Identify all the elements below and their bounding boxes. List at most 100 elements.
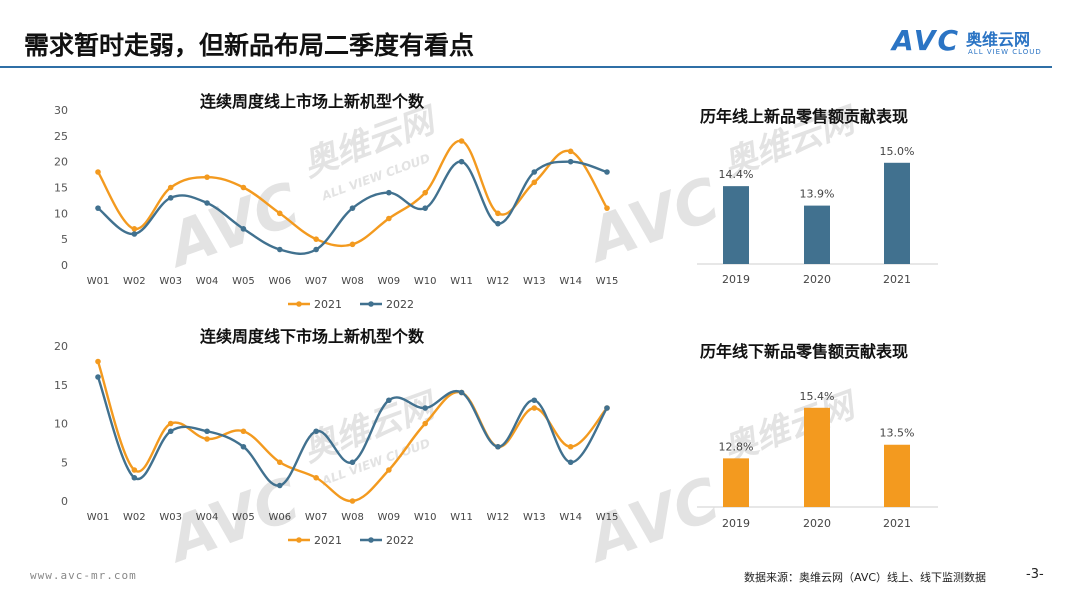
x-tick-label: W04	[196, 512, 219, 523]
data-point-2021	[167, 184, 174, 191]
series-line-2021	[96, 360, 609, 503]
bar-data-label: 12.8%	[719, 440, 754, 453]
data-point-2022	[567, 459, 574, 466]
series-line-2022	[96, 160, 609, 255]
data-point-2022	[386, 189, 392, 196]
data-point-2021	[422, 189, 429, 196]
y-tick-label: 0	[61, 495, 68, 508]
bar-data-label: 14.4%	[719, 168, 754, 181]
series-line-2022	[96, 375, 609, 487]
x-tick-label: W01	[87, 512, 110, 523]
series-line-2021	[96, 139, 609, 248]
x-tick-label: W02	[123, 276, 146, 287]
data-point-2021	[386, 215, 392, 222]
x-tick-label: W05	[232, 276, 255, 287]
footer-source: 数据来源：奥维云网（AVC）线上、线下监测数据	[744, 571, 987, 584]
footer-url: www.avc-mr.com	[30, 569, 137, 582]
data-point-2022	[604, 405, 610, 411]
x-tick-label: W07	[305, 276, 328, 287]
x-tick-label: W04	[196, 276, 219, 287]
logo-en-text: ALL VIEW CLOUD	[968, 48, 1042, 56]
x-tick-label: W06	[268, 276, 291, 287]
data-point-2021	[567, 443, 574, 450]
x-tick-label: W13	[523, 512, 546, 523]
legend-marker-2021	[296, 301, 302, 307]
x-tick-label: W11	[450, 512, 473, 523]
data-point-2022	[495, 443, 501, 450]
y-tick-label: 0	[61, 259, 68, 272]
data-point-2022	[204, 428, 210, 435]
legend-marker-2022	[368, 301, 374, 307]
x-tick-label: 2020	[803, 273, 831, 286]
data-point-2021	[313, 474, 319, 481]
data-point-2022	[276, 246, 283, 253]
x-tick-label: 2019	[722, 273, 750, 286]
data-point-2022	[567, 158, 574, 165]
data-point-2022	[131, 474, 138, 481]
x-tick-label: 2019	[722, 517, 750, 530]
bar-data-label: 13.9%	[800, 188, 835, 201]
y-tick-label: 30	[54, 104, 68, 117]
data-point-2021	[95, 169, 101, 175]
data-point-2021	[531, 179, 538, 186]
offline-bar-chart-title: 历年线下新品零售额贡献表现	[700, 342, 909, 361]
x-tick-label: W02	[123, 512, 146, 523]
y-tick-label: 5	[61, 456, 68, 469]
data-point-2022	[131, 231, 138, 237]
data-point-2022	[167, 195, 174, 201]
x-tick-label: W11	[450, 276, 473, 287]
data-point-2022	[531, 397, 538, 404]
x-tick-label: W07	[305, 512, 328, 523]
data-point-2021	[386, 467, 392, 473]
data-point-2022	[531, 169, 538, 175]
data-point-2022	[204, 200, 210, 206]
x-tick-label: W08	[341, 276, 364, 287]
data-point-2021	[167, 420, 174, 427]
online-new-product-share-bar-chart: 14.4% 2019 13.9% 2020 15.0% 2021	[697, 145, 938, 286]
legend-marker-2021	[296, 537, 302, 543]
data-point-2021	[131, 467, 138, 473]
bar-data-label: 15.4%	[800, 390, 835, 403]
data-point-2021	[495, 210, 501, 217]
x-tick-label: 2021	[883, 273, 911, 286]
online-new-models-line-chart: 0 5 10 15 20 25 30 W01 W02 W03 W04 W05 W06 W07 W08 W09 W…	[54, 104, 618, 311]
offline-new-models-line-chart: 0 5 10 15 20 W01 W02 W03 W04 W05 W06 W07 W08 W09 W10 W1…	[54, 340, 618, 547]
data-point-2022	[386, 397, 392, 404]
bar-2021	[884, 444, 910, 507]
x-tick-label: 2020	[803, 517, 831, 530]
x-tick-label: W14	[559, 512, 582, 523]
data-point-2022	[349, 205, 356, 211]
data-point-2021	[204, 174, 210, 180]
logo-cn-text: 奥维云网	[966, 30, 1031, 49]
y-tick-label: 10	[54, 207, 68, 220]
y-tick-label: 25	[54, 130, 68, 143]
page-title: 需求暂时走弱，但新品布局二季度有看点	[24, 31, 475, 60]
page-number: -3-	[1026, 567, 1044, 582]
data-point-2022	[95, 374, 101, 380]
x-tick-label: W15	[596, 276, 619, 287]
legend-label-2021: 2021	[314, 534, 342, 547]
data-point-2022	[276, 482, 283, 489]
bar-2019	[723, 458, 749, 507]
data-point-2021	[458, 138, 465, 144]
online-line-chart-title: 连续周度线上市场上新机型个数	[200, 92, 425, 111]
x-tick-label: W12	[487, 512, 510, 523]
avc-logo: AVC 奥维云网 ALL VIEW CLOUD	[892, 24, 1062, 64]
data-point-2021	[276, 210, 283, 217]
x-tick-label: W12	[487, 276, 510, 287]
legend-label-2022: 2022	[386, 534, 414, 547]
data-point-2021	[531, 405, 538, 411]
data-point-2022	[495, 220, 501, 227]
logo-avc-text: AVC	[892, 24, 960, 57]
header-divider	[0, 66, 1052, 68]
x-tick-label: W09	[378, 276, 401, 287]
data-point-2022	[167, 428, 174, 435]
data-point-2021	[95, 358, 101, 365]
data-point-2022	[422, 205, 429, 211]
data-point-2021	[240, 184, 247, 191]
bar-2019	[723, 186, 749, 264]
legend-label-2021: 2021	[314, 298, 342, 311]
data-point-2021	[604, 205, 610, 211]
offline-line-chart-title: 连续周度线下市场上新机型个数	[200, 327, 425, 346]
